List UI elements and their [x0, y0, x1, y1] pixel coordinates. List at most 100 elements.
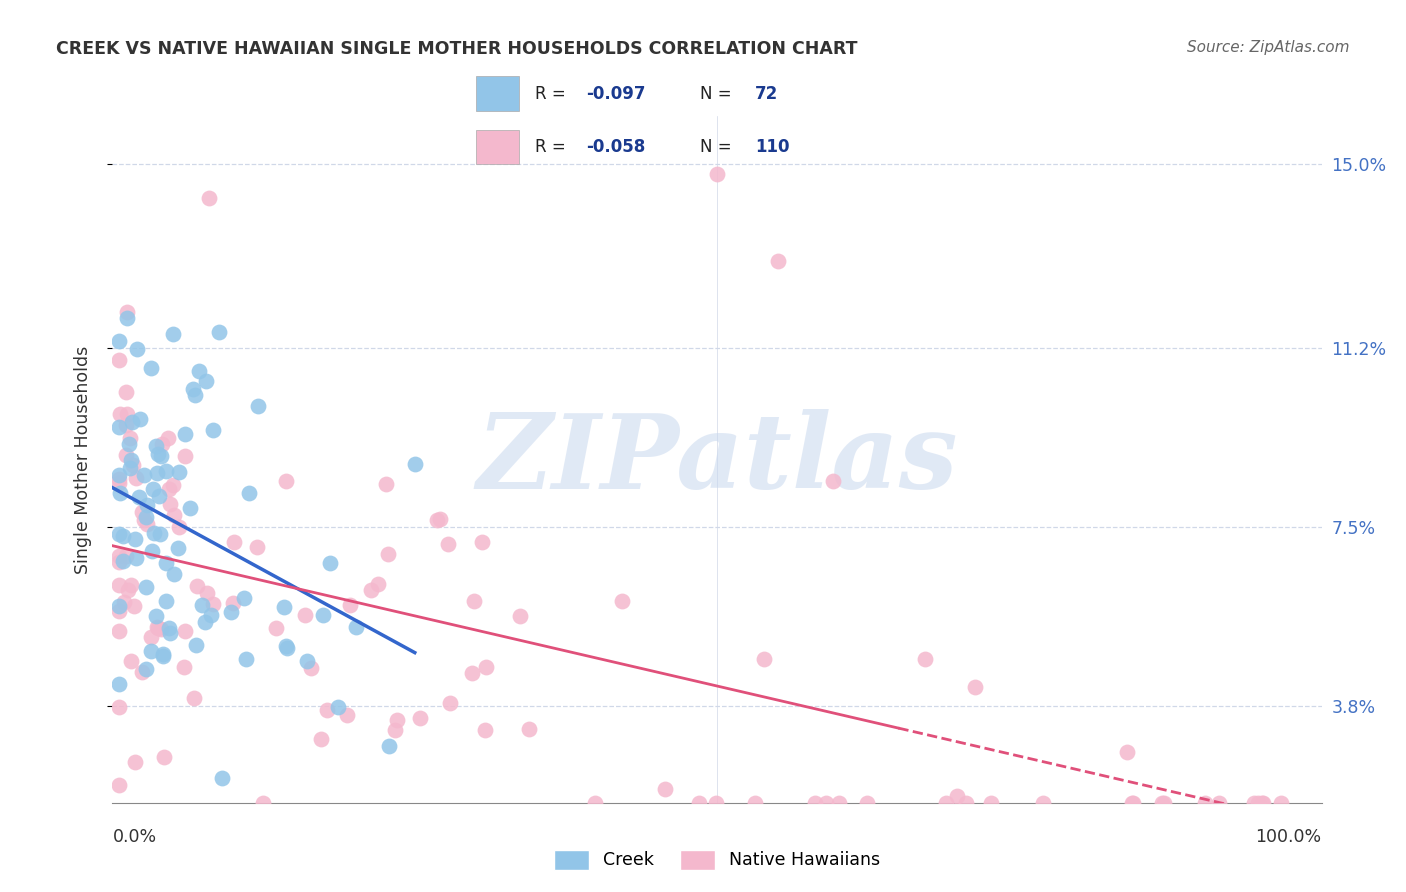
Point	[367, 577, 389, 591]
Point	[121, 453, 143, 467]
Point	[404, 457, 426, 471]
Point	[194, 375, 217, 389]
Point	[187, 364, 209, 378]
Point	[461, 665, 484, 680]
Point	[146, 621, 169, 635]
Point	[744, 796, 766, 810]
Point	[328, 699, 350, 714]
Point	[152, 648, 174, 662]
Point	[1250, 796, 1272, 810]
Point	[246, 399, 269, 413]
Point	[252, 796, 274, 810]
Point	[439, 696, 461, 710]
Point	[174, 427, 197, 442]
Point	[124, 755, 146, 769]
Point	[946, 789, 969, 804]
Point	[200, 607, 222, 622]
Point	[145, 438, 167, 452]
Point	[191, 598, 214, 612]
Point	[167, 465, 190, 479]
Point	[118, 431, 141, 445]
Point	[238, 486, 260, 500]
Point	[115, 417, 138, 432]
Point	[377, 547, 399, 561]
Point	[117, 583, 139, 598]
Text: R =: R =	[534, 138, 571, 156]
Point	[108, 407, 131, 421]
Point	[378, 739, 401, 753]
Point	[173, 449, 195, 463]
Point	[201, 597, 224, 611]
Point	[135, 663, 157, 677]
Point	[295, 654, 318, 668]
Point	[208, 325, 231, 339]
Point	[222, 535, 245, 549]
Point	[120, 654, 142, 668]
Point	[136, 498, 159, 512]
Point	[155, 557, 177, 571]
Point	[146, 620, 169, 634]
Text: N =: N =	[700, 138, 737, 156]
Point	[1208, 796, 1230, 810]
Point	[980, 796, 1002, 810]
Point	[132, 467, 155, 482]
Text: 110: 110	[755, 138, 790, 156]
Text: ZIPatlas: ZIPatlas	[477, 409, 957, 510]
Point	[184, 638, 207, 652]
Point	[153, 749, 176, 764]
Point	[429, 512, 451, 526]
Point	[823, 474, 845, 488]
Point	[159, 626, 181, 640]
Point	[1032, 796, 1054, 810]
Point	[1122, 796, 1144, 810]
Point	[139, 630, 162, 644]
Point	[150, 436, 173, 450]
Point	[198, 191, 221, 205]
Point	[1247, 796, 1270, 810]
Point	[233, 591, 256, 606]
Point	[122, 458, 145, 473]
Text: CREEK VS NATIVE HAWAIIAN SINGLE MOTHER HOUSEHOLDS CORRELATION CHART: CREEK VS NATIVE HAWAIIAN SINGLE MOTHER H…	[56, 40, 858, 58]
Point	[163, 508, 186, 523]
Point	[385, 713, 408, 727]
Point	[688, 796, 710, 810]
Point	[437, 537, 460, 551]
Point	[425, 513, 447, 527]
Point	[344, 619, 367, 633]
Point	[963, 680, 986, 694]
Point	[111, 529, 134, 543]
Text: 72: 72	[755, 85, 779, 103]
Point	[128, 411, 150, 425]
Point	[312, 607, 335, 622]
Point	[118, 437, 141, 451]
Point	[235, 652, 257, 666]
Point	[121, 415, 143, 429]
Point	[828, 796, 851, 810]
Point	[107, 419, 129, 434]
Point	[186, 579, 208, 593]
Point	[107, 468, 129, 483]
Point	[120, 578, 142, 592]
Point	[276, 639, 298, 653]
Point	[309, 732, 332, 747]
Point	[1153, 796, 1175, 810]
Point	[276, 640, 298, 655]
Point	[264, 621, 287, 635]
Point	[107, 334, 129, 349]
Point	[115, 305, 138, 319]
Point	[131, 505, 153, 519]
Point	[124, 533, 146, 547]
Point	[211, 771, 233, 785]
Point	[273, 599, 295, 614]
Point	[115, 384, 138, 399]
Point	[115, 407, 138, 421]
Point	[150, 449, 173, 463]
Point	[155, 464, 177, 478]
Point	[374, 476, 396, 491]
Point	[132, 513, 155, 527]
Point	[804, 796, 827, 810]
Point	[148, 447, 170, 461]
Point	[135, 510, 157, 524]
Point	[754, 652, 776, 666]
Point	[141, 544, 163, 558]
